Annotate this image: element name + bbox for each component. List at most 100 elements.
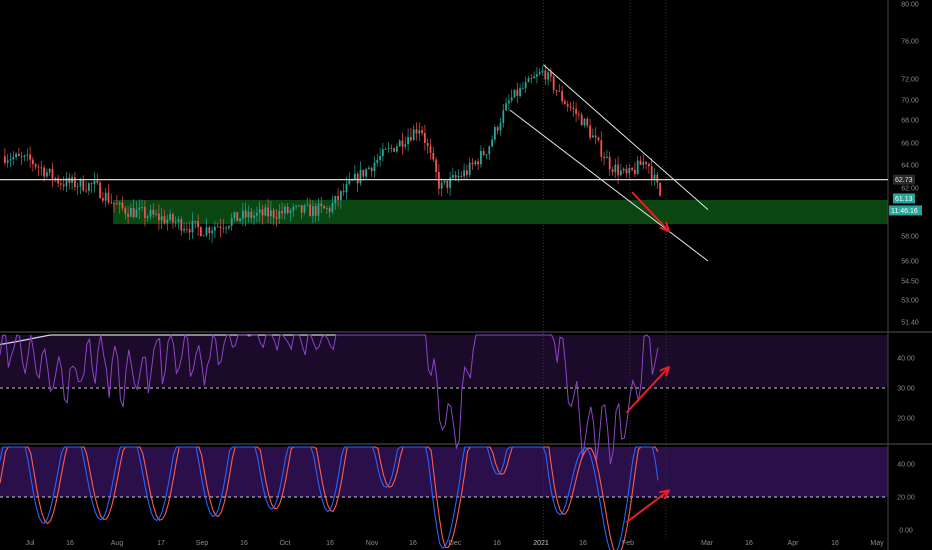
price-tick-label: 62.00 [901, 186, 919, 193]
candle-body [614, 164, 617, 173]
candle-body [191, 221, 194, 233]
candle-body [381, 149, 384, 157]
candle-body [401, 140, 404, 147]
candle-body [513, 89, 516, 98]
candle-body [138, 207, 141, 210]
candle-body [373, 162, 376, 172]
arrow-shaft [626, 489, 670, 523]
candle-body [566, 104, 569, 107]
resistance-tag-background [893, 174, 915, 185]
candle-body [435, 159, 437, 172]
candle-body [530, 78, 533, 79]
time-tick-label: 2021 [533, 540, 549, 547]
candle-body [608, 156, 611, 170]
time-tick-label: May [870, 540, 884, 547]
candle-body [577, 113, 580, 115]
candle-body [23, 155, 26, 157]
candle-body [465, 170, 468, 175]
candle-body [524, 82, 527, 89]
candle-body [96, 180, 99, 183]
candle-body [507, 100, 510, 104]
candle-body [76, 186, 79, 188]
rsi-axis-ticks: 40.00 30.00 20.00 [897, 356, 915, 423]
candle-body [547, 72, 549, 80]
candle-body [443, 180, 446, 183]
candle-body [636, 160, 639, 174]
candle-body [309, 204, 311, 217]
candle-body [359, 169, 362, 184]
channel-lower-line[interactable] [509, 109, 709, 262]
candle-body [230, 218, 233, 226]
candle-body [317, 203, 320, 216]
candle-body [463, 170, 465, 177]
candle-body [390, 147, 393, 149]
candle-body [647, 163, 650, 167]
price-tick-label: 56.00 [901, 259, 919, 266]
candle-body [339, 191, 342, 200]
candle-body [493, 127, 496, 140]
countdown-tag-background [889, 205, 922, 216]
candle-body [370, 167, 373, 172]
candle-body [289, 210, 292, 213]
candle-body [460, 176, 463, 177]
candle-body [628, 167, 631, 174]
time-tick-label: Mar [701, 540, 714, 547]
candle-body [244, 210, 247, 218]
candle-body [491, 139, 493, 147]
candle-body [591, 135, 594, 138]
candle-body [479, 151, 482, 165]
candle-body [639, 160, 642, 165]
arrow-head [659, 366, 670, 377]
candle-body [367, 167, 370, 170]
last-price-tag-background [893, 193, 915, 204]
rsi-line [0, 333, 659, 465]
candle-body [516, 89, 519, 96]
candle-body [174, 221, 177, 223]
time-tick-label: Jul [26, 540, 35, 547]
channel-upper-line[interactable] [543, 64, 709, 210]
candle-body [519, 88, 521, 96]
candle-body [569, 106, 572, 108]
rsi-tick-label: 30.00 [897, 386, 915, 393]
stoch-tick-label: 20.00 [897, 495, 915, 502]
candle-body [510, 97, 513, 101]
price-tick-label: 68.00 [901, 118, 919, 125]
stoch-axis-ticks: 40.00 20.00 0.00 [897, 462, 915, 535]
candle-body [538, 72, 541, 75]
candle-body [421, 130, 423, 134]
candle-body [409, 137, 412, 141]
candle-body [79, 179, 82, 187]
candle-body [177, 219, 180, 222]
candle-body [589, 125, 591, 138]
candle-body [555, 89, 558, 92]
candle-body [353, 173, 356, 180]
candle-body [127, 213, 129, 217]
candle-body [314, 206, 317, 216]
candle-body [62, 184, 65, 187]
candle-body [118, 202, 121, 205]
candle-body [163, 216, 166, 224]
price-tick-label: 51.40 [901, 320, 919, 327]
candle-body [152, 209, 155, 215]
candle-body [541, 70, 544, 73]
candle-body [115, 203, 118, 205]
candle-body [87, 183, 90, 191]
candle-body [269, 210, 272, 217]
candle-body [107, 192, 110, 203]
candle-body [527, 78, 530, 83]
candle-body [73, 177, 76, 188]
candle-body [387, 147, 390, 149]
last-price-tag: 61.13 [893, 193, 915, 204]
candle-body [149, 209, 152, 217]
candle-body [85, 190, 87, 192]
candle-body [597, 137, 600, 141]
candle-body [521, 88, 524, 89]
candle-body [535, 74, 538, 77]
candle-body [275, 217, 278, 219]
candle-body [65, 177, 68, 187]
candle-body [583, 118, 586, 126]
stoch-k-line [0, 446, 659, 550]
arrow-shaft [626, 366, 670, 413]
annotation-arrow-price [631, 191, 670, 233]
